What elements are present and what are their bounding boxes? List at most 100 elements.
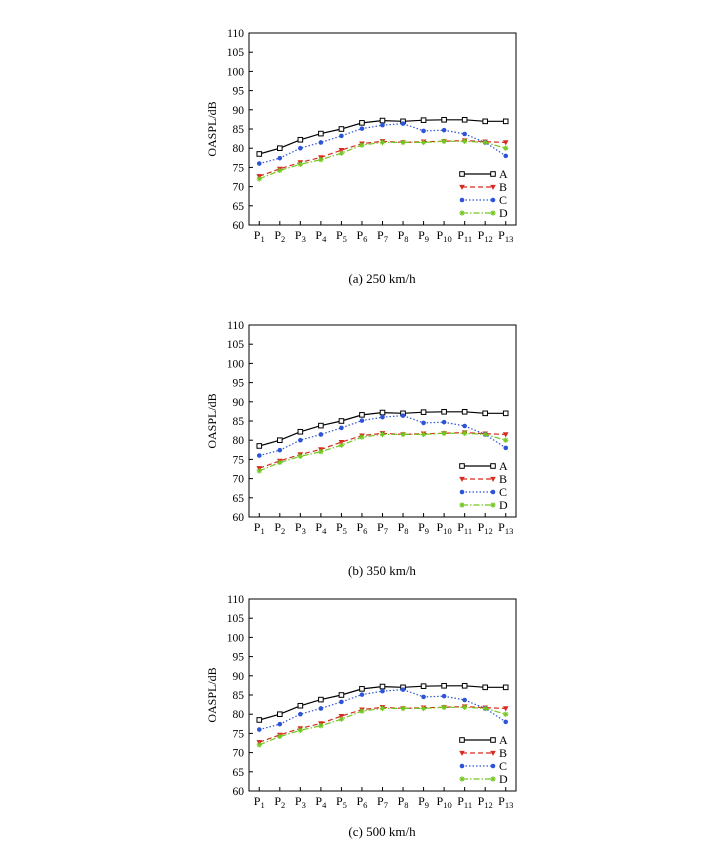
marker-circle — [490, 197, 496, 203]
marker-circle — [380, 414, 385, 420]
marker-star — [318, 723, 324, 729]
series-C — [256, 413, 509, 458]
marker-square — [490, 737, 496, 743]
x-tick-label: P3 — [295, 520, 306, 536]
x-tick-label: P10 — [437, 794, 452, 810]
marker-square — [482, 118, 488, 125]
marker-square — [277, 145, 283, 151]
x-tick-label: P1 — [254, 228, 265, 244]
legend-label: A — [499, 459, 508, 473]
x-tick-label: P12 — [478, 520, 493, 536]
legend-item: D — [459, 206, 508, 220]
marker-circle — [490, 489, 496, 495]
marker-circle — [339, 425, 344, 431]
x-tick-label: P11 — [457, 794, 472, 810]
marker-square — [297, 136, 304, 143]
marker-triangle — [490, 184, 496, 190]
series-layer — [256, 408, 509, 474]
y-tick-label: 100 — [227, 66, 245, 78]
marker-star — [256, 742, 262, 748]
marker-circle — [318, 706, 324, 711]
legend-item: A — [459, 167, 508, 181]
legend-label: B — [499, 472, 507, 486]
marker-star — [400, 139, 406, 146]
marker-star — [318, 157, 324, 163]
x-tick-label: P12 — [478, 794, 493, 810]
marker-square — [297, 702, 304, 709]
marker-circle — [339, 699, 344, 705]
legend-item: B — [459, 180, 507, 194]
marker-star — [359, 142, 365, 148]
marker-square — [318, 422, 324, 429]
marker-star — [482, 431, 488, 438]
marker-star — [256, 176, 262, 182]
series-A — [256, 116, 509, 157]
marker-square — [461, 116, 468, 123]
marker-square — [318, 130, 324, 137]
marker-star — [277, 733, 283, 740]
marker-square — [482, 410, 488, 417]
y-tick-label: 85 — [233, 690, 245, 702]
legend-label: C — [499, 759, 507, 773]
y-tick-label: 100 — [227, 632, 245, 644]
marker-square — [379, 683, 386, 690]
marker-star — [338, 150, 345, 156]
x-tick-label: P9 — [418, 520, 429, 536]
marker-circle — [503, 153, 509, 159]
x-tick-label: P11 — [457, 520, 472, 536]
marker-square — [318, 696, 324, 703]
marker-star — [459, 502, 465, 508]
marker-square — [277, 437, 283, 443]
legend-label: B — [499, 746, 507, 760]
series-line-D — [259, 706, 506, 746]
marker-circle — [503, 445, 509, 451]
y-tick-label: 70 — [233, 748, 245, 760]
marker-circle — [459, 763, 465, 769]
marker-circle — [256, 453, 262, 458]
marker-square — [461, 682, 468, 689]
x-tick-label: P13 — [498, 520, 513, 536]
marker-triangle — [338, 439, 345, 446]
marker-square — [338, 126, 345, 132]
chart-caption: (a) 250 km/h — [348, 271, 416, 286]
marker-circle — [256, 161, 262, 166]
marker-circle — [462, 131, 467, 137]
chart-caption: (c) 500 km/h — [348, 824, 416, 839]
marker-square — [502, 118, 509, 125]
y-tick-label: 70 — [233, 474, 245, 486]
x-tick-label: P1 — [254, 520, 265, 536]
marker-circle — [503, 719, 509, 725]
marker-star — [338, 716, 345, 722]
marker-star — [379, 139, 386, 146]
series-A — [256, 408, 509, 449]
marker-circle — [298, 437, 303, 443]
legend-item: D — [459, 498, 508, 512]
marker-square — [441, 408, 447, 415]
marker-star — [441, 430, 447, 436]
marker-star — [461, 138, 468, 144]
plot-frame — [248, 324, 517, 518]
x-tick-label: P3 — [295, 228, 306, 244]
legend-label: C — [499, 193, 507, 207]
y-tick-label: 100 — [227, 358, 245, 370]
y-tick-label: 90 — [233, 105, 245, 117]
x-tick-label: P10 — [437, 228, 452, 244]
x-tick-label: P11 — [457, 228, 472, 244]
marker-star — [420, 431, 427, 438]
x-tick-label: P6 — [356, 520, 367, 536]
marker-circle — [277, 721, 283, 727]
x-tick-label: P12 — [478, 228, 493, 244]
y-tick-label: 75 — [233, 454, 245, 466]
marker-circle — [298, 145, 303, 151]
y-axis-ticks: 60 65 70 75 80 85 90 95 100 105 110 — [227, 28, 253, 232]
legend-item: B — [459, 472, 507, 486]
x-axis-ticks: P1 P2 P3 P4 P5 P6 P7 P8 P9 P10 P11 P12 P13 — [254, 221, 513, 244]
marker-triangle — [502, 140, 509, 146]
y-tick-label: 105 — [227, 339, 245, 351]
x-tick-label: P8 — [398, 520, 409, 536]
